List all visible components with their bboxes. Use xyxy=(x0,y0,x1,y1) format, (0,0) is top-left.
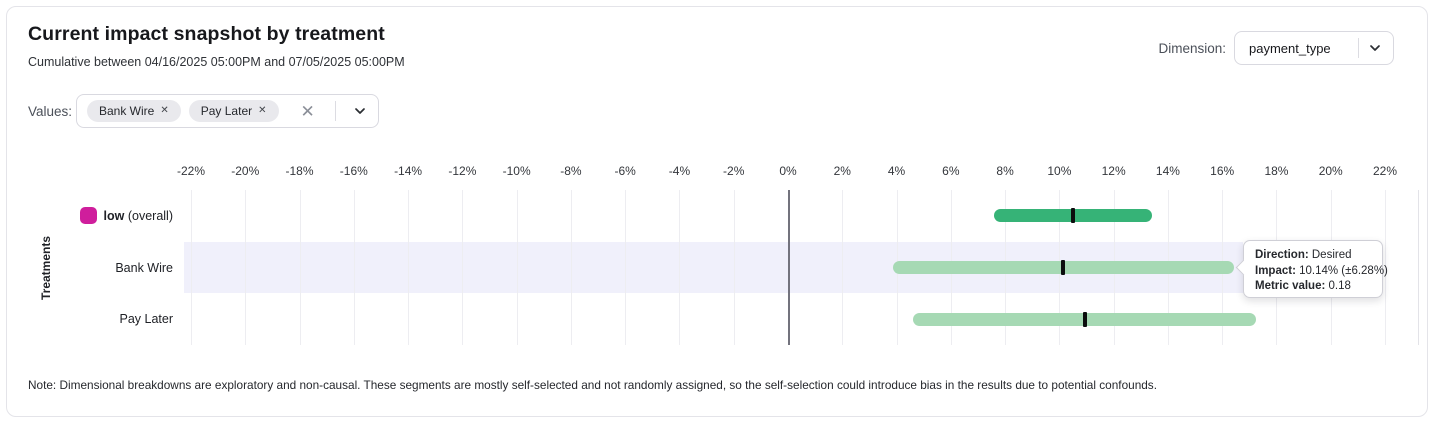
x-axis-tick-label: 14% xyxy=(1155,164,1180,178)
value-chip-label: Pay Later xyxy=(200,104,253,118)
divider xyxy=(334,101,336,121)
gridline xyxy=(1385,190,1386,345)
x-axis-tick-label: -18% xyxy=(285,164,314,178)
gridline xyxy=(625,190,627,345)
x-axis-tick-label: -22% xyxy=(176,164,205,178)
x-axis-tick-label: 10% xyxy=(1047,164,1072,178)
point-estimate-marker xyxy=(1070,208,1075,224)
x-axis-tick-label: 2% xyxy=(833,164,851,178)
x-axis-tick-label: -10% xyxy=(502,164,531,178)
treatment-row-label: Pay Later xyxy=(28,309,173,329)
row-label-text: Pay Later xyxy=(119,312,173,327)
tooltip-direction: Direction: Desired xyxy=(1255,249,1352,261)
chip-remove-icon[interactable]: ✕ xyxy=(160,105,169,116)
x-axis-tick-label: -20% xyxy=(231,164,260,178)
clear-all-icon[interactable]: ✕ xyxy=(300,101,315,121)
gridline xyxy=(570,190,572,345)
chevron-down-icon xyxy=(1367,40,1383,56)
x-axis-tick-label: 20% xyxy=(1318,164,1343,178)
gridline xyxy=(353,190,355,345)
x-axis-tick-label: 6% xyxy=(942,164,960,178)
x-axis-tick-label: 22% xyxy=(1372,164,1398,178)
x-axis-tick-label: 12% xyxy=(1101,164,1126,178)
dimension-label: Dimension: xyxy=(1158,41,1226,56)
x-axis-tick-label: 16% xyxy=(1210,164,1235,178)
gridline xyxy=(245,190,247,345)
tooltip: Direction: Desired Impact: 10.14% (±6.28… xyxy=(1243,240,1388,298)
gridline xyxy=(733,190,735,345)
row-label-text: low (overall) xyxy=(103,208,173,223)
legend-swatch xyxy=(79,207,97,225)
value-chip[interactable]: Bank Wire ✕ xyxy=(87,100,181,122)
page-title: Current impact snapshot by treatment xyxy=(28,23,385,45)
gridline xyxy=(191,190,192,345)
gridline xyxy=(299,190,301,345)
x-axis-tick-label: -8% xyxy=(560,164,582,178)
divider xyxy=(1358,38,1359,58)
x-axis-tick-label: -4% xyxy=(668,164,691,178)
tooltip-impact: Impact: 10.14% (±6.28%) xyxy=(1255,264,1388,277)
values-label: Values: xyxy=(28,104,73,119)
point-estimate-marker xyxy=(1082,311,1087,327)
zero-line xyxy=(788,190,790,345)
panel-card xyxy=(6,6,1428,417)
chip-remove-icon[interactable]: ✕ xyxy=(258,105,267,116)
treatment-row-label: low (overall) xyxy=(28,206,173,226)
value-chip-label: Bank Wire xyxy=(99,104,155,118)
chevron-down-icon[interactable] xyxy=(352,103,368,119)
values-multiselect[interactable]: Bank Wire ✕ Pay Later ✕ ✕ xyxy=(76,94,379,128)
x-axis-tick-label: -16% xyxy=(339,164,368,178)
exploratory-note: Note: Dimensional breakdowns are explora… xyxy=(28,378,1157,392)
x-axis-tick-label: 18% xyxy=(1264,164,1289,178)
dimension-selected-value: payment_type xyxy=(1249,40,1331,56)
dimension-select[interactable]: payment_type xyxy=(1234,31,1394,65)
tooltip-metric-value: Metric value: 0.18 xyxy=(1255,280,1351,292)
row-label-text: Bank Wire xyxy=(115,260,173,275)
x-axis-tick-label: -14% xyxy=(394,164,423,178)
value-chip[interactable]: Pay Later ✕ xyxy=(188,100,279,122)
gridline xyxy=(842,190,844,345)
x-axis-tick-label: -6% xyxy=(614,164,636,178)
gridline xyxy=(462,190,464,345)
x-axis-tick-label: 4% xyxy=(887,164,906,178)
gridline xyxy=(408,190,410,345)
x-axis-tick-label: 0% xyxy=(779,164,797,178)
x-axis-tick-label: -12% xyxy=(448,164,477,178)
treatment-row-label: Bank Wire xyxy=(28,258,173,278)
date-range-subtitle: Cumulative between 04/16/2025 05:00PM an… xyxy=(28,55,405,69)
gridline xyxy=(516,190,518,345)
x-axis-tick-label: -2% xyxy=(723,164,745,178)
x-axis-tick-label: 8% xyxy=(996,164,1014,178)
point-estimate-marker xyxy=(1061,260,1066,275)
gridline xyxy=(679,190,681,345)
plot-right-edge xyxy=(1418,190,1419,345)
